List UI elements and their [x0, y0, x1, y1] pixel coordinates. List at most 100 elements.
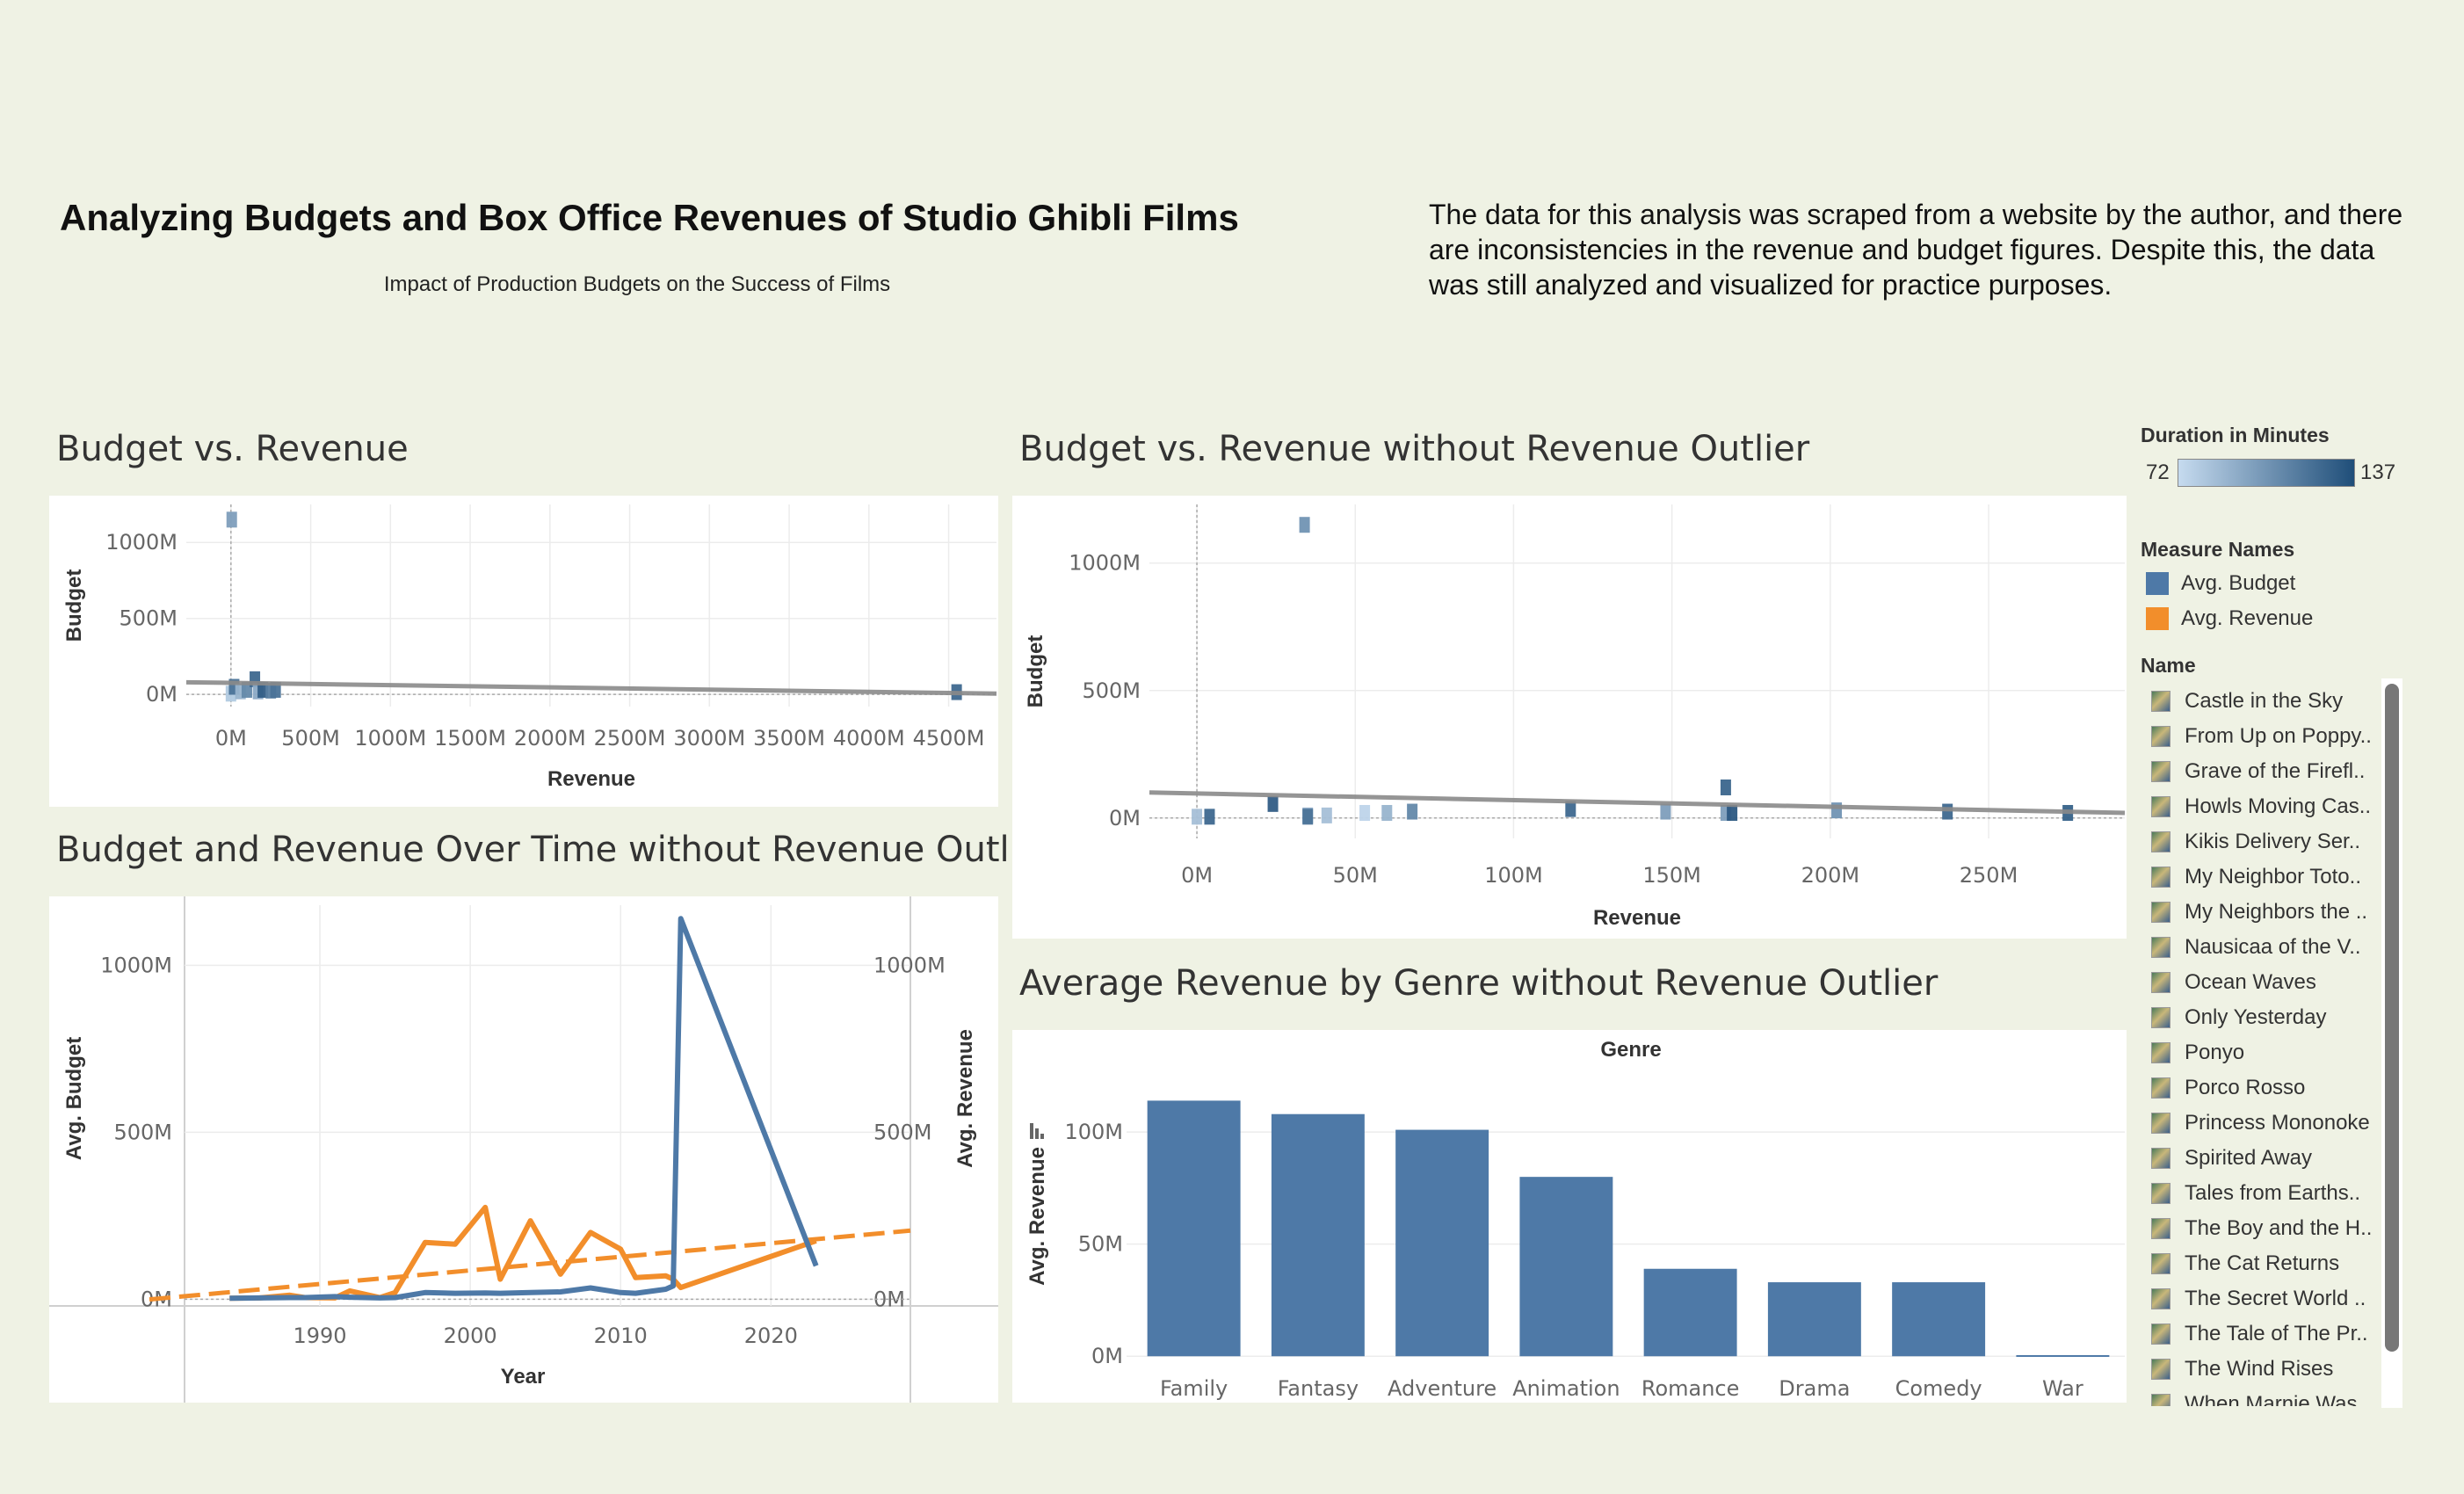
name-legend-label: The Secret World ..: [2185, 1287, 2366, 1310]
chart-by-genre-panel[interactable]: Genre 0M 50M 100M Family Fantasy Adventure Anim…: [1012, 1030, 2127, 1403]
measure-legend-revenue[interactable]: Avg. Revenue: [2146, 606, 2313, 631]
chart-budget-vs-revenue-no-outlier[interactable]: 0M 50M 100M 150M 200M 250M 0M 500M 1000M Revenue B…: [1012, 496, 2127, 939]
x-tick-label: 2000: [444, 1324, 497, 1348]
y-tick-label: 1000M: [100, 953, 172, 977]
data-point: [1407, 803, 1418, 820]
name-legend-item[interactable]: Castle in the Sky: [2142, 684, 2402, 719]
name-legend-item[interactable]: Only Yesterday: [2142, 1000, 2402, 1035]
name-legend-item[interactable]: Howls Moving Cas..: [2142, 789, 2402, 824]
name-legend-label: Nausicaa of the V..: [2185, 935, 2361, 959]
name-legend-label: Ponyo: [2185, 1041, 2245, 1064]
name-legend-item[interactable]: My Neighbor Toto..: [2142, 859, 2402, 895]
category-label: Adventure: [1388, 1376, 1497, 1401]
x-tick-label: 100M: [1484, 863, 1543, 888]
measure-legend-title: Measure Names: [2141, 538, 2295, 561]
category-label: Drama: [1779, 1376, 1850, 1401]
y-axis-label: Avg. Budget: [62, 1037, 86, 1160]
chart-budget-vs-revenue-no-outlier-panel[interactable]: 0M 50M 100M 150M 200M 250M 0M 500M 1000M Revenue B…: [1012, 496, 2127, 939]
sort-icon[interactable]: [1030, 1123, 1044, 1139]
data-point: [1565, 801, 1576, 817]
chart-budget-vs-revenue-panel[interactable]: 0M 500M 1000M 1500M 2000M 2500M 3000M 3500M 4000…: [49, 496, 998, 807]
film-poster-icon: [2151, 726, 2170, 747]
film-poster-icon: [2151, 831, 2170, 852]
y-tick-label: 0M: [1091, 1344, 1123, 1368]
film-poster-icon: [2151, 1042, 2170, 1063]
film-poster-icon: [2151, 1288, 2170, 1309]
film-poster-icon: [2151, 1077, 2170, 1099]
bar: [2016, 1354, 2110, 1357]
y2-tick-label: 500M: [873, 1120, 932, 1144]
bar: [1767, 1282, 1861, 1357]
name-legend-label: Castle in the Sky: [2185, 689, 2344, 713]
y2-tick-label: 0M: [873, 1287, 905, 1311]
x-axis-title: Genre: [1600, 1038, 1661, 1062]
name-legend-label: When Marnie Was..: [2185, 1392, 2369, 1406]
measure-legend-budget[interactable]: Avg. Budget: [2146, 571, 2295, 596]
name-list-scrollbar[interactable]: [2385, 684, 2399, 1352]
data-point: [1359, 804, 1371, 821]
x-tick-label: 2020: [744, 1324, 798, 1348]
data-point: [1942, 803, 1953, 820]
data-point: [226, 511, 237, 528]
chart-by-genre[interactable]: Genre 0M 50M 100M Family Fantasy Adventure Anim…: [1012, 1030, 2127, 1403]
data-point: [1302, 809, 1314, 825]
bar: [1643, 1268, 1737, 1357]
x-tick-label: 500M: [281, 726, 340, 751]
name-legend-item[interactable]: Princess Mononoke: [2142, 1106, 2402, 1141]
x-axis-label: Revenue: [547, 767, 635, 791]
name-legend-item[interactable]: Kikis Delivery Ser..: [2142, 824, 2402, 859]
name-legend-item[interactable]: The Tale of The Pr..: [2142, 1316, 2402, 1352]
name-legend-item[interactable]: Nausicaa of the V..: [2142, 930, 2402, 965]
name-legend-item[interactable]: When Marnie Was..: [2142, 1387, 2402, 1406]
trend-line: [1149, 790, 2126, 816]
budget-swatch: [2146, 572, 2169, 595]
bar: [1147, 1100, 1241, 1357]
y-tick-label: 1000M: [105, 530, 178, 555]
x-tick-label: 3000M: [673, 726, 745, 751]
name-legend-item[interactable]: Ponyo: [2142, 1035, 2402, 1070]
name-legend-label: Tales from Earths..: [2185, 1181, 2361, 1205]
film-poster-icon: [2151, 902, 2170, 923]
name-legend-item[interactable]: Grave of the Firefl..: [2142, 754, 2402, 789]
name-legend-item[interactable]: Porco Rosso: [2142, 1070, 2402, 1106]
duration-max-label: 137: [2360, 461, 2396, 484]
name-legend-label: Grave of the Firefl..: [2185, 759, 2366, 783]
film-poster-icon: [2151, 796, 2170, 817]
name-legend-item[interactable]: The Boy and the H..: [2142, 1211, 2402, 1246]
category-label: Fantasy: [1278, 1376, 1359, 1401]
name-legend-label: Ocean Waves: [2185, 970, 2316, 994]
x-tick-label: 2010: [594, 1324, 648, 1348]
name-legend-item[interactable]: The Wind Rises: [2142, 1352, 2402, 1387]
x-tick-label: 1500M: [434, 726, 506, 751]
data-point: [1660, 803, 1671, 820]
x-tick-label: 50M: [1333, 863, 1378, 888]
chart-budget-vs-revenue[interactable]: 0M 500M 1000M 1500M 2000M 2500M 3000M 3500M 4000…: [49, 496, 998, 807]
data-point: [1720, 779, 1731, 795]
film-poster-icon: [2151, 1007, 2170, 1028]
name-legend-item[interactable]: Spirited Away: [2142, 1141, 2402, 1176]
x-tick-label: 0M: [215, 726, 247, 751]
y2-axis-label: Avg. Revenue: [953, 1029, 977, 1168]
y-tick-label: 50M: [1078, 1232, 1123, 1257]
name-legend-item[interactable]: The Secret World ..: [2142, 1281, 2402, 1316]
sort-icon-bar: [1035, 1128, 1039, 1139]
name-legend-item[interactable]: Tales from Earths..: [2142, 1176, 2402, 1211]
category-label: Animation: [1512, 1376, 1620, 1401]
name-legend-item[interactable]: Ocean Waves: [2142, 965, 2402, 1000]
name-legend-item[interactable]: From Up on Poppy..: [2142, 719, 2402, 754]
data-point: [1267, 795, 1279, 812]
film-poster-icon: [2151, 1183, 2170, 1204]
name-legend-label: The Wind Rises: [2185, 1357, 2334, 1381]
sheet-title-by-genre: Average Revenue by Genre without Revenue…: [1019, 963, 1939, 1004]
name-legend-list[interactable]: Castle in the Sky From Up on Poppy.. Grave…: [2142, 684, 2402, 1406]
x-tick-label: 3500M: [753, 726, 825, 751]
name-legend-label: Spirited Away: [2185, 1146, 2312, 1170]
duration-color-ramp: [2178, 459, 2355, 487]
name-legend-item[interactable]: The Cat Returns: [2142, 1246, 2402, 1281]
x-tick-label: 0M: [1181, 863, 1213, 888]
category-label: War: [2042, 1376, 2084, 1401]
name-legend-item[interactable]: My Neighbors the ..: [2142, 895, 2402, 930]
chart-over-time-panel[interactable]: 1990 2000 2010 2020 0M 0M 500M 500M 1000M 1000M Ye…: [49, 896, 998, 1403]
name-legend-label: From Up on Poppy..: [2185, 724, 2372, 748]
